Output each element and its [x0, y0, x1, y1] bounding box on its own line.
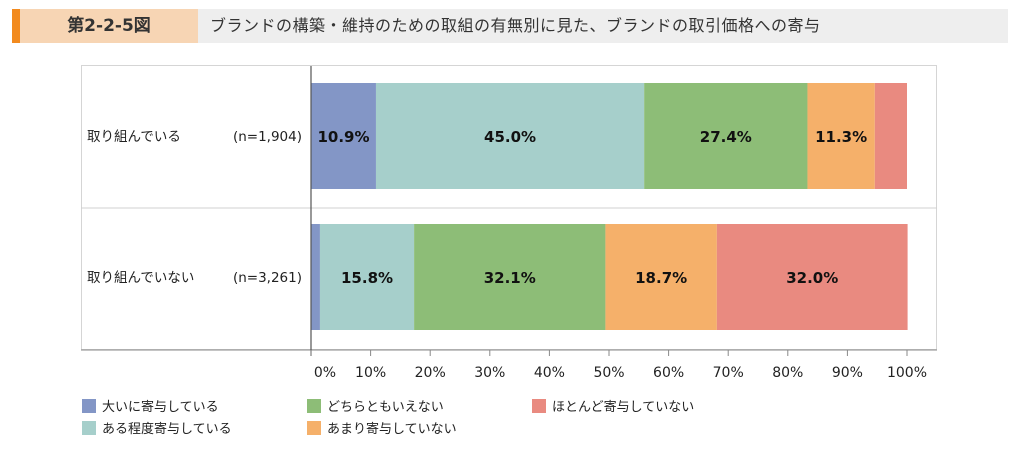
- legend-item: ほとんど寄与していない: [532, 398, 694, 418]
- bar-segment-1-1: [311, 83, 376, 189]
- data-label: 15.8%: [341, 269, 393, 287]
- data-label: 32.1%: [484, 269, 536, 287]
- bar-segment-2-5: [716, 224, 908, 330]
- x-tick-label: 40%: [534, 365, 565, 381]
- category-label: 取り組んでいない: [87, 270, 194, 286]
- legend-label: ある程度寄与している: [102, 422, 232, 437]
- category-count: (n=1,904): [233, 129, 302, 145]
- legend-item: どちらともいえない: [307, 398, 444, 418]
- legend-item: 大いに寄与している: [82, 398, 219, 418]
- title-accent-stripe: [12, 9, 20, 43]
- legend-label: あまり寄与していない: [327, 422, 457, 437]
- x-tick-label: 60%: [653, 365, 684, 381]
- x-tick-label: 50%: [593, 365, 624, 381]
- x-tick-label: 0%: [314, 365, 336, 381]
- stacked-bar-chart: 10.9% 45.0% 27.4% 11.3% 取り組んでいる (n=1,904) 15.8…: [81, 66, 937, 381]
- x-tick-label: 10%: [355, 365, 386, 381]
- legend-item: あまり寄与していない: [307, 420, 457, 440]
- data-label: 11.3%: [815, 128, 867, 146]
- legend-swatch: [82, 399, 96, 413]
- data-label: 45.0%: [484, 128, 536, 146]
- x-tick-label: 80%: [772, 365, 803, 381]
- data-label: 10.9%: [317, 128, 369, 146]
- chart-legend: 大いに寄与している どちらともいえない ほとんど寄与していないある程度寄与している あ…: [82, 398, 782, 458]
- bar-segment-1-4: [807, 83, 875, 189]
- data-label: 18.7%: [635, 269, 687, 287]
- x-tick-label: 90%: [832, 365, 863, 381]
- legend-item: ある程度寄与している: [82, 420, 232, 440]
- bar-segment-2-4: [605, 224, 717, 330]
- legend-swatch: [82, 421, 96, 435]
- data-label: 32.0%: [786, 269, 838, 287]
- figure-number: 第2-2-5図: [20, 9, 198, 43]
- bar-segment-2-2: [319, 224, 415, 330]
- legend-label: 大いに寄与している: [102, 400, 219, 415]
- figure-title: ブランドの構築・維持のための取組の有無別に見た、ブランドの取引価格への寄与: [210, 16, 821, 35]
- category-label: 取り組んでいる: [87, 129, 181, 145]
- x-tick-label: 100%: [887, 365, 927, 381]
- legend-swatch: [307, 421, 321, 435]
- figure-title-bar: 第2-2-5図 ブランドの構築・維持のための取組の有無別に見た、ブランドの取引価…: [12, 9, 1008, 43]
- bar-segment-1-5: [874, 83, 907, 189]
- x-tick-label: 30%: [474, 365, 505, 381]
- data-label: 27.4%: [700, 128, 752, 146]
- legend-swatch: [532, 399, 546, 413]
- legend-label: ほとんど寄与していない: [552, 400, 695, 415]
- category-count: (n=3,261): [233, 270, 302, 286]
- legend-swatch: [307, 399, 321, 413]
- bar-segment-2-3: [414, 224, 606, 330]
- x-tick-label: 20%: [415, 365, 446, 381]
- legend-label: どちらともいえない: [327, 400, 444, 415]
- bar-segment-1-2: [375, 83, 645, 189]
- bar-segment-2-1: [311, 224, 320, 330]
- x-tick-label: 70%: [713, 365, 744, 381]
- bar-segment-1-3: [644, 83, 808, 189]
